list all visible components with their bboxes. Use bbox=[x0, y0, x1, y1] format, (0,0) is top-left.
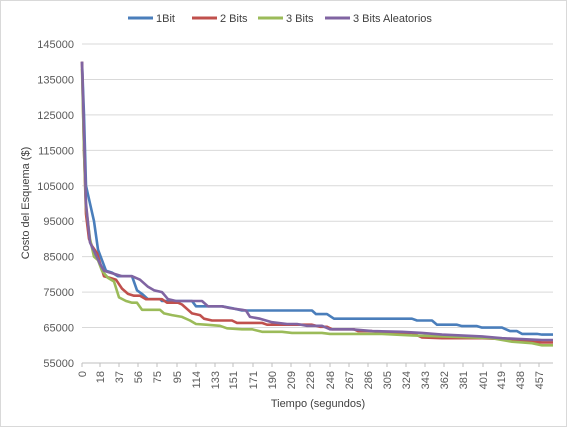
x-tick-label: 0 bbox=[77, 371, 89, 377]
y-tick-label: 65000 bbox=[43, 323, 74, 335]
legend-label-0: 1Bit bbox=[156, 13, 175, 25]
legend-label-1: 2 Bits bbox=[220, 13, 248, 25]
x-tick-label: 151 bbox=[228, 371, 240, 389]
x-tick-label: 305 bbox=[382, 371, 394, 389]
y-tick-label: 105000 bbox=[37, 181, 74, 193]
series-line-2 bbox=[80, 68, 553, 347]
series-line-1 bbox=[80, 61, 553, 344]
y-tick-label: 115000 bbox=[38, 145, 74, 157]
x-tick-label: 267 bbox=[344, 371, 356, 389]
y-tick-label: 145000 bbox=[37, 39, 74, 51]
legend: 1Bit 2 Bits 3 Bits 3 Bits Aleatorios bbox=[128, 13, 432, 25]
x-tick-label: 171 bbox=[248, 371, 260, 389]
x-tick-label: 37 bbox=[114, 371, 126, 383]
y-tick-label: 95000 bbox=[43, 216, 74, 228]
series-lines bbox=[80, 61, 553, 347]
x-tick-label: 419 bbox=[496, 371, 508, 389]
x-tick-label: 381 bbox=[458, 371, 470, 389]
y-tick-labels: 55000 65000 75000 85000 95000 105000 115000 125… bbox=[37, 39, 74, 370]
y-tick-label: 125000 bbox=[37, 110, 74, 122]
x-tick-label: 228 bbox=[305, 371, 317, 389]
x-tick-label: 248 bbox=[325, 371, 337, 389]
x-tick-label: 457 bbox=[534, 371, 546, 389]
x-tick-label: 133 bbox=[210, 371, 222, 389]
x-tick-label: 190 bbox=[267, 371, 279, 389]
y-tick-label: 55000 bbox=[43, 358, 74, 370]
x-tick-label: 438 bbox=[515, 371, 527, 389]
legend-label-2: 3 Bits bbox=[286, 13, 314, 25]
x-tick-label: 56 bbox=[133, 371, 145, 383]
series-line-0 bbox=[80, 61, 553, 336]
x-tick-label: 75 bbox=[152, 371, 164, 383]
x-tick-label: 95 bbox=[172, 371, 184, 383]
x-tick-label: 209 bbox=[286, 371, 298, 389]
x-tick-label: 343 bbox=[420, 371, 432, 389]
x-tick-label: 286 bbox=[363, 371, 375, 389]
x-tick-label: 324 bbox=[401, 371, 413, 389]
x-tick-labels: 0 18 37 56 75 95 114 133 151 171 190 209 228 248 267 28… bbox=[77, 363, 546, 389]
x-tick-label: 362 bbox=[439, 371, 451, 389]
x-tick-label: 114 bbox=[191, 371, 203, 389]
x-tick-label: 401 bbox=[478, 371, 490, 389]
y-tick-label: 75000 bbox=[43, 287, 74, 299]
x-axis-title: Tiempo (segundos) bbox=[271, 398, 365, 410]
gridlines bbox=[82, 43, 553, 364]
series-line-3 bbox=[80, 61, 553, 342]
y-axis-title: Costo del Esquema ($) bbox=[20, 147, 32, 260]
y-tick-label: 85000 bbox=[43, 252, 74, 264]
y-tick-label: 135000 bbox=[37, 74, 74, 86]
legend-label-3: 3 Bits Aleatorios bbox=[353, 13, 432, 25]
x-tick-label: 18 bbox=[95, 371, 107, 383]
